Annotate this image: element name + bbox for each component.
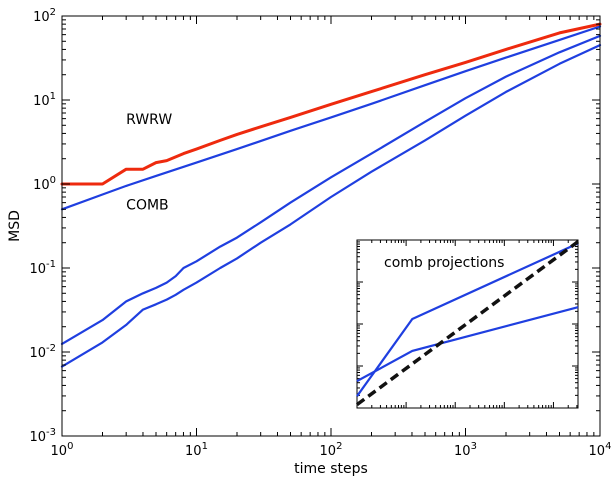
y-tick-label: 10-3: [29, 427, 56, 445]
x-tick-label: 103: [454, 441, 477, 459]
inset-title: comb projections: [384, 255, 504, 271]
inset-tick-marks: [356, 240, 578, 409]
x-axis-label: time steps: [294, 461, 368, 477]
y-tick-label: 10-1: [29, 259, 56, 277]
annotation-comb: COMB: [126, 197, 168, 213]
y-tick-label: 100: [33, 175, 56, 193]
main-plot: 100 101 102 103 104 10-3 10-2 10-1 100 101 102 time…: [7, 7, 611, 477]
y-tick-label: 102: [33, 7, 56, 25]
x-tick-label: 101: [185, 441, 208, 459]
annotation-rwrw: RWRW: [126, 112, 172, 128]
x-tick-label: 104: [589, 441, 611, 459]
inset-series-line-2: [356, 306, 579, 383]
y-axis-label: MSD: [7, 210, 23, 242]
inset-plot: comb projections: [355, 239, 580, 409]
x-tick-label: 102: [320, 441, 343, 459]
inset-series-line-3: [355, 240, 580, 407]
series-line-3: [60, 34, 602, 345]
y-tick-label: 10-2: [29, 343, 56, 361]
series-line-2: [60, 25, 602, 211]
series-line-1: [60, 22, 602, 186]
x-tick-label: 100: [51, 441, 74, 459]
tick-marks: [61, 15, 601, 437]
series-line-4: [60, 44, 602, 368]
y-tick-label: 101: [33, 91, 56, 109]
